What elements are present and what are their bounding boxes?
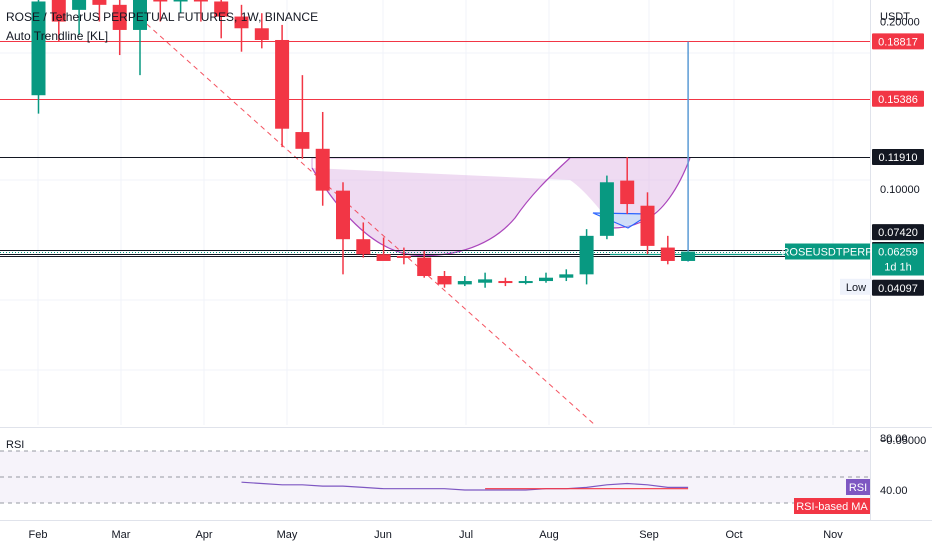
candle-body	[518, 281, 533, 284]
price-label: 0.15386	[878, 94, 918, 106]
price-label-bg	[872, 149, 924, 165]
rsi-line	[241, 481, 689, 491]
countdown: 1d 1h	[884, 262, 912, 274]
candle-body	[681, 251, 696, 261]
price-label: 0.04097	[878, 283, 918, 295]
candle-body	[478, 279, 493, 283]
price-tick: −0.05000	[880, 435, 926, 447]
candle-body	[559, 274, 574, 278]
time-axis[interactable]: Feb Mar Apr May Jun Jul Aug Sep Oct Nov	[0, 520, 932, 542]
price-labels: 0.188170.153860.119100.074200.063540.059…	[781, 33, 924, 296]
candle-body	[417, 257, 432, 277]
time-label: May	[277, 529, 298, 541]
price-label: 0.18817	[878, 36, 918, 48]
cup-outline	[311, 157, 571, 257]
candle-body	[92, 0, 107, 5]
time-label: Mar	[112, 529, 131, 541]
rsi-tick: 40.00	[880, 485, 908, 497]
price-label: 0.07420	[878, 227, 918, 239]
low-label: Low	[846, 282, 866, 294]
candle-body	[214, 1, 229, 17]
current-price: 0.06259	[878, 247, 918, 259]
candle-body	[660, 247, 675, 261]
current-price-bg	[872, 243, 924, 276]
candle-body	[315, 148, 330, 191]
indicator-legend[interactable]: Auto Trendline [KL]	[6, 29, 109, 43]
trendline	[139, 17, 596, 426]
candle-body	[396, 255, 411, 258]
time-label: Aug	[539, 529, 559, 541]
candle-body	[193, 0, 208, 2]
price-label-bg	[872, 279, 924, 296]
rsi-pane-label[interactable]: RSI	[6, 439, 25, 451]
time-label: Nov	[823, 529, 843, 541]
time-label: Oct	[725, 529, 742, 541]
price-tick: 0.20000	[880, 17, 920, 29]
candle-body	[336, 190, 350, 240]
rsi-tick: 80.00	[880, 433, 908, 445]
candle-body	[173, 0, 188, 2]
candle-body	[295, 132, 310, 149]
candle-body	[234, 16, 249, 29]
symbol-badge: ROSEUSDTPERP	[781, 247, 872, 259]
grid-lines	[0, 0, 870, 425]
price-label-bg	[872, 224, 924, 241]
rsi-ma-badge: RSI-based MA	[796, 501, 868, 513]
candle-body	[72, 0, 87, 10]
low-label-bg	[840, 278, 872, 295]
candle-body	[620, 180, 635, 205]
candle-body	[437, 276, 452, 285]
candle-body	[579, 235, 594, 275]
time-label: Jul	[459, 529, 473, 541]
time-label: Feb	[29, 529, 48, 541]
candle-body	[31, 1, 46, 96]
time-label: Apr	[195, 529, 212, 541]
candle-body	[498, 281, 513, 284]
cup-fill	[312, 158, 690, 256]
rsi-badge-bg	[846, 479, 870, 495]
candle-body	[275, 39, 290, 129]
price-tick: 0.10000	[880, 184, 920, 196]
candle-body	[112, 4, 127, 30]
currency-label: USDT	[880, 11, 910, 23]
candle-body	[640, 205, 655, 246]
candlestick-series	[31, 0, 696, 288]
horizontal-levels[interactable]	[0, 41, 870, 257]
time-label: Sep	[639, 529, 659, 541]
candle-body	[51, 0, 66, 22]
price-label-bg	[872, 90, 924, 107]
candle-body	[539, 277, 553, 282]
rsi-badge: RSI	[849, 482, 867, 494]
symbol-title[interactable]: ROSE / TetherUS PERPETUAL FUTURES, 1W, B…	[6, 10, 319, 24]
rsi-pane[interactable]: 80.00 40.00 RSI RSI-based MA	[0, 427, 932, 515]
candle-body	[133, 0, 147, 30]
time-label: Jun	[374, 529, 392, 541]
candle-body	[254, 28, 269, 40]
candle-body	[599, 182, 614, 236]
rsi-ma-badge-bg	[794, 498, 870, 514]
price-label-bg	[872, 33, 924, 50]
candle-body	[356, 239, 371, 255]
price-label: 0.11910	[879, 152, 918, 164]
candle-body	[457, 281, 472, 285]
auto-trendline	[139, 17, 596, 426]
candle-body	[376, 254, 391, 261]
symbol-badge-bg	[785, 243, 870, 260]
candle-body	[153, 0, 168, 2]
